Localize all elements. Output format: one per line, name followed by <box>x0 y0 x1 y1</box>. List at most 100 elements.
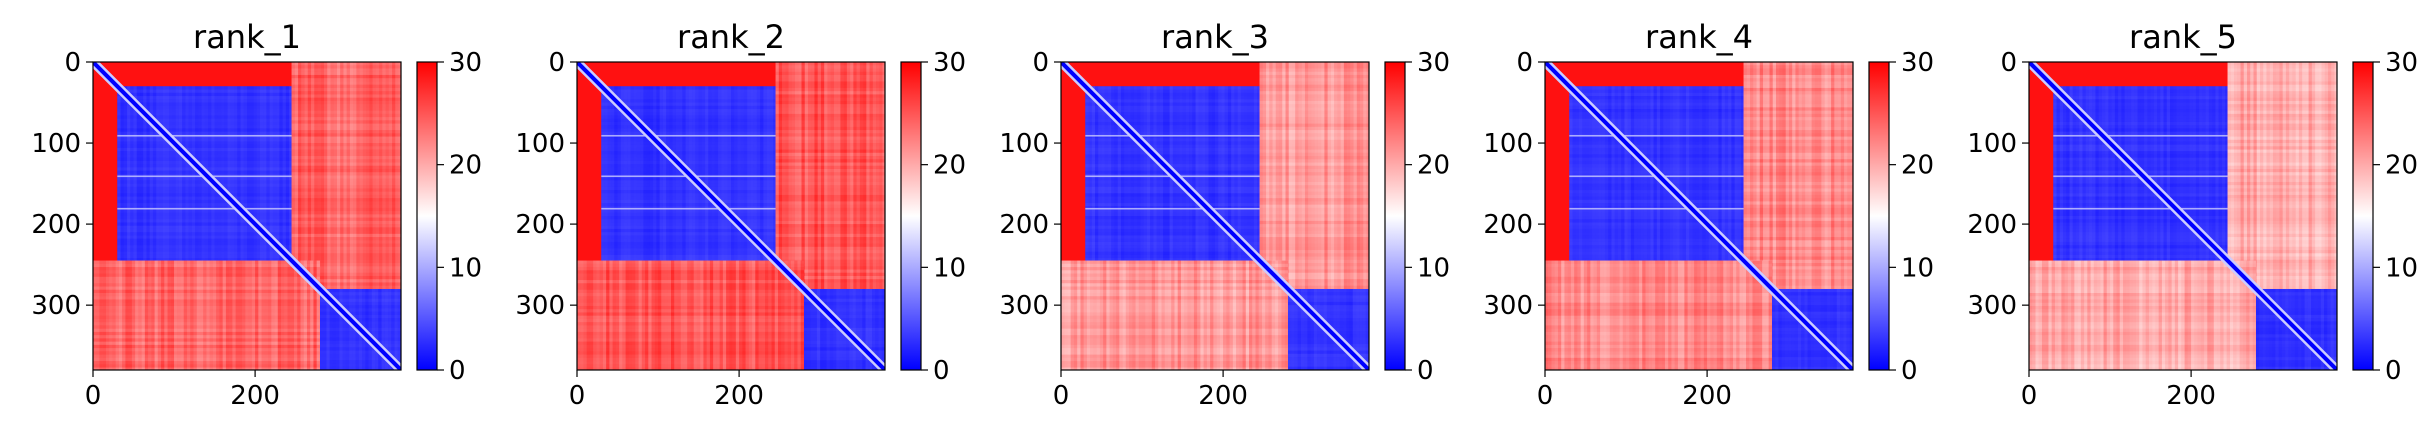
heatmap-streak <box>320 62 324 289</box>
heatmap-streak <box>1771 363 1853 367</box>
heatmap-streak <box>849 288 853 370</box>
heatmap-streak <box>775 100 885 105</box>
heatmap-streak <box>1085 212 1260 216</box>
heatmap-streak <box>2317 288 2321 370</box>
colorbar-tick-label: 30 <box>1417 48 1450 78</box>
heatmap-streak <box>188 86 192 261</box>
heatmap-streak <box>93 283 320 287</box>
heatmap-streak <box>615 260 620 370</box>
heatmap-streak <box>1268 260 1272 370</box>
heatmap-streak <box>1085 115 1260 119</box>
chart-title: rank_1 <box>193 18 301 56</box>
heatmap-streak <box>1647 86 1651 261</box>
heatmap-streak <box>1259 71 1369 75</box>
heatmap-streak <box>601 216 776 220</box>
heatmap-streak <box>272 86 277 261</box>
heatmap-streak <box>291 181 401 186</box>
heatmap-streak <box>1343 288 1347 370</box>
heatmap-streak <box>1545 364 1772 368</box>
heatmap-streak <box>1259 120 1369 124</box>
heatmap-streak <box>2053 151 2228 155</box>
heatmap-streak <box>1310 288 1314 370</box>
heatmap-streak <box>2227 62 2337 66</box>
heatmap-streak <box>264 260 269 370</box>
heatmap-streak <box>1250 86 1254 261</box>
heatmap-streak <box>93 286 320 290</box>
heatmap-streak <box>766 86 770 261</box>
heatmap-streak <box>2082 86 2086 261</box>
heatmap-streak <box>2279 62 2283 289</box>
heatmap-streak <box>1061 263 1288 268</box>
heatmap-streak <box>2227 133 2337 137</box>
heatmap-streak <box>1061 309 1288 313</box>
heatmap-streak <box>394 288 398 370</box>
heatmap-streak <box>775 156 885 160</box>
heatmap-streak <box>1359 288 1363 370</box>
heatmap-streak <box>2212 86 2216 261</box>
heatmap-streak <box>349 288 353 370</box>
heatmap-streak <box>601 118 776 122</box>
heatmap-streak <box>619 260 623 370</box>
heatmap-streak <box>2255 350 2337 354</box>
heatmap-streak <box>1197 260 1201 370</box>
heatmap-streak <box>1716 260 1721 370</box>
heatmap-streak <box>1287 347 1369 351</box>
heatmap-streak <box>2334 62 2337 289</box>
heatmap-streak <box>1192 86 1196 261</box>
heatmap-streak <box>1301 62 1305 289</box>
heatmap-streak <box>646 86 650 261</box>
heatmap-streak <box>1830 288 1834 370</box>
heatmap-streak <box>775 81 885 85</box>
heatmap-streak <box>2227 188 2337 192</box>
heatmap-streak <box>1671 260 1675 370</box>
heatmap-streak <box>1259 175 1369 179</box>
heatmap-streak <box>775 136 885 140</box>
heatmap-streak <box>1114 86 1118 261</box>
heatmap-streak <box>319 360 401 364</box>
heatmap-streak <box>93 322 320 326</box>
heatmap-streak <box>1827 62 1832 289</box>
heatmap-streak <box>1771 347 1853 351</box>
heatmap-streak <box>1259 181 1369 186</box>
heatmap-streak <box>732 260 736 370</box>
heatmap-streak <box>577 354 804 358</box>
heatmap-streak <box>1239 260 1243 370</box>
heatmap-streak <box>1085 92 1260 97</box>
heatmap-streak <box>2048 260 2052 370</box>
heatmap-streak <box>291 152 401 157</box>
heatmap-streak <box>1098 86 1102 261</box>
x-tick-label: 200 <box>2166 381 2216 411</box>
heatmap-streak <box>1710 260 1714 370</box>
heatmap-streak <box>247 86 251 261</box>
heatmap-streak <box>138 260 142 370</box>
heatmap-streak <box>117 199 292 204</box>
heatmap-streak <box>775 207 885 212</box>
heatmap-streak <box>601 125 776 129</box>
heatmap-streak <box>2029 270 2256 274</box>
heatmap-streak <box>1265 260 1269 370</box>
heatmap-streak <box>212 260 217 370</box>
heatmap-streak <box>775 198 885 202</box>
heatmap-streak <box>775 266 885 270</box>
heatmap-streak <box>775 165 885 169</box>
heatmap-streak <box>117 258 292 262</box>
heatmap-streak <box>2053 228 2228 233</box>
heatmap-streak <box>1085 193 1260 197</box>
heatmap-streak <box>1061 280 1288 284</box>
heatmap-streak <box>291 256 401 260</box>
heatmap-streak <box>1210 260 1214 370</box>
heatmap-streak <box>2220 260 2224 370</box>
heatmap-streak <box>811 62 815 289</box>
heatmap-streak <box>2126 260 2130 370</box>
heatmap-streak <box>333 62 337 289</box>
heatmap-streak <box>577 357 804 362</box>
heatmap-streak <box>2093 260 2098 370</box>
heatmap-streak <box>1304 62 1309 289</box>
heatmap-streak <box>2315 62 2319 289</box>
heatmap-streak <box>2327 288 2331 370</box>
heatmap-streak <box>1700 260 1704 370</box>
heatmap-streak <box>602 260 607 370</box>
heatmap-streak <box>803 350 885 354</box>
heatmap-streak <box>614 86 618 261</box>
